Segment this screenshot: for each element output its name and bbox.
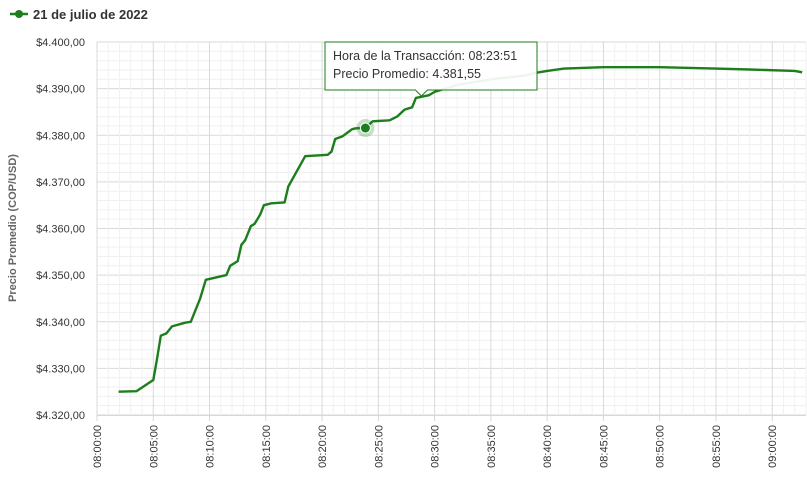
x-tick-label: 08:55:00 <box>711 425 723 468</box>
hover-point <box>359 122 371 134</box>
tooltip-box <box>324 41 538 97</box>
x-tick-label: 08:25:00 <box>373 425 385 468</box>
y-tick-label: $4.340,00 <box>36 317 85 329</box>
tooltip-time: Hora de la Transacción: 08:23:51 <box>333 49 517 63</box>
x-tick-label: 08:50:00 <box>655 425 667 468</box>
y-tick-label: $4.320,00 <box>36 410 85 422</box>
x-tick-label: 08:20:00 <box>317 425 329 468</box>
x-axis: 08:00:00 08:05:00 08:10:00 08:15:00 08:20:00… <box>92 415 779 468</box>
y-tick-label: $4.330,00 <box>36 363 85 375</box>
x-tick-label: 08:40:00 <box>542 425 554 468</box>
y-tick-label: $4.350,00 <box>36 270 85 282</box>
y-tick-label: $4.370,00 <box>36 177 85 189</box>
x-tick-label: 09:00:00 <box>767 425 779 468</box>
legend-label: 21 de julio de 2022 <box>33 7 148 22</box>
x-tick-label: 08:35:00 <box>486 425 498 468</box>
grid <box>96 41 807 416</box>
y-tick-label: $4.390,00 <box>36 84 85 96</box>
x-tick-label: 08:45:00 <box>598 425 610 468</box>
x-tick-label: 08:00:00 <box>92 425 104 468</box>
y-tick-label: $4.400,00 <box>36 37 85 49</box>
x-tick-label: 08:30:00 <box>430 425 442 468</box>
x-tick-label: 08:15:00 <box>261 425 273 468</box>
x-tick-label: 08:10:00 <box>205 425 217 468</box>
tooltip: Hora de la Transacción: 08:23:51 Precio … <box>324 41 538 97</box>
highlight-layer <box>356 119 375 138</box>
y-tick-label: $4.380,00 <box>36 130 85 142</box>
y-axis: $4.320,00 $4.330,00 $4.340,00 $4.350,00 $4.3… <box>36 37 85 422</box>
y-axis-label: Precio Promedio (COP/USD) <box>7 154 19 302</box>
tooltip-price: Precio Promedio: 4.381,55 <box>333 67 481 81</box>
y-tick-label: $4.360,00 <box>36 224 85 236</box>
legend-marker-icon <box>15 10 23 18</box>
x-tick-label: 08:05:00 <box>148 425 160 468</box>
legend[interactable]: 21 de julio de 2022 <box>10 7 148 22</box>
